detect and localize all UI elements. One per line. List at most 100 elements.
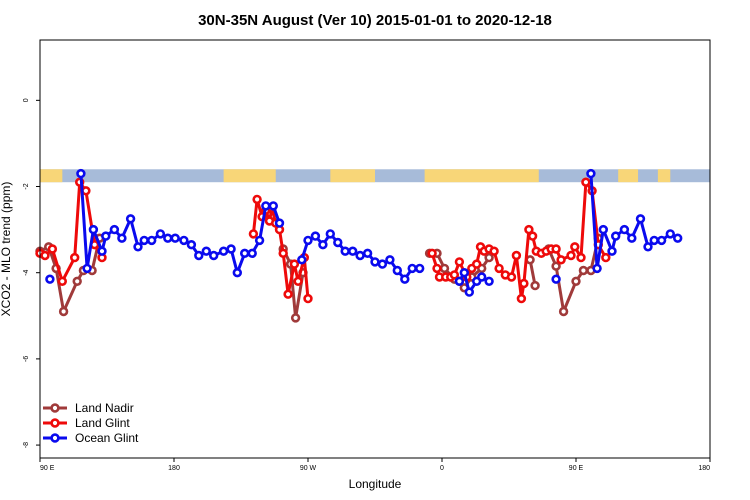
- data-point: [477, 272, 487, 282]
- data-point: [454, 276, 465, 286]
- data-point: [109, 224, 120, 235]
- data-point: [484, 252, 494, 263]
- data-point: [232, 268, 243, 278]
- legend-label: Land Nadir: [75, 401, 134, 415]
- legend-label: Land Glint: [75, 416, 130, 430]
- land-band-segment-2: [330, 169, 375, 183]
- data-point: [578, 265, 589, 276]
- data-point: [117, 233, 127, 243]
- land-band-segment-0: [40, 169, 63, 183]
- data-point: [76, 168, 86, 179]
- data-point: [97, 246, 107, 256]
- data-point: [598, 224, 608, 235]
- x-axis: 90 E 180 90 W 0 90 E 180: [39, 458, 711, 472]
- data-point: [170, 233, 180, 243]
- data-point: [283, 289, 293, 299]
- data-point: [69, 252, 80, 263]
- data-point: [494, 263, 504, 274]
- data-point: [252, 194, 262, 205]
- data-point: [551, 261, 561, 271]
- data-point: [586, 168, 596, 179]
- data-point: [248, 229, 259, 239]
- data-point: [370, 257, 380, 267]
- data-point: [186, 240, 197, 250]
- data-point: [40, 250, 50, 261]
- data-point: [218, 246, 229, 256]
- data-point: [439, 263, 450, 274]
- land-band-segment-1: [223, 169, 276, 183]
- data-point: [643, 242, 653, 252]
- data-point: [290, 313, 301, 323]
- data-point: [254, 235, 265, 246]
- data-point: [427, 248, 437, 259]
- data-point: [57, 276, 67, 286]
- legend-label: Ocean Glint: [75, 431, 139, 445]
- data-point: [297, 255, 307, 265]
- data-point: [649, 235, 659, 246]
- data-point: [88, 224, 99, 235]
- legend-swatch-marker: [50, 433, 60, 443]
- data-point: [576, 252, 586, 263]
- x-tick-label: 180: [168, 465, 180, 472]
- x-tick-label: 0: [440, 465, 444, 472]
- data-point: [139, 235, 149, 246]
- data-point: [407, 263, 417, 274]
- data-point: [516, 293, 527, 304]
- data-point: [340, 246, 350, 256]
- data-point: [82, 263, 92, 274]
- x-tick-label: 90 W: [300, 465, 317, 472]
- data-point: [489, 246, 499, 256]
- data-point: [524, 224, 534, 235]
- legend-item-ocean-glint: Ocean Glint: [43, 431, 139, 445]
- land-band-segment-5: [657, 169, 671, 183]
- legend-item-land-nadir: Land Nadir: [43, 401, 134, 415]
- y-axis: 0 -2 -4 -6 -8: [23, 98, 40, 448]
- series-line: [79, 173, 281, 275]
- data-point: [194, 250, 204, 261]
- data-point: [556, 255, 566, 265]
- y-tick-label: -2: [23, 183, 30, 189]
- land-sea-band: [40, 169, 710, 183]
- series-land-nadir: [35, 233, 603, 323]
- y-axis-label: XCO2 - MLO trend (ppm): [0, 182, 13, 317]
- data-point: [400, 274, 410, 284]
- data-point: [581, 177, 591, 187]
- legend-item-land-glint: Land Glint: [43, 416, 130, 430]
- data-point: [333, 237, 343, 248]
- data-point: [392, 265, 402, 276]
- data-point: [635, 214, 646, 224]
- y-tick-label: -6: [23, 356, 30, 362]
- data-point: [58, 306, 69, 317]
- data-point: [665, 229, 675, 239]
- data-point: [464, 287, 474, 297]
- legend-swatch-marker: [50, 403, 60, 413]
- data-point: [303, 293, 313, 304]
- data-point: [656, 235, 667, 246]
- data-point: [506, 272, 517, 282]
- data-point: [274, 218, 285, 228]
- data-point: [610, 231, 621, 241]
- data-point: [472, 259, 482, 269]
- data-point: [209, 250, 219, 261]
- x-tick-label: 90 E: [569, 465, 584, 472]
- data-point: [511, 250, 522, 261]
- data-point: [607, 246, 617, 256]
- data-point: [601, 252, 611, 263]
- data-point: [318, 240, 328, 250]
- data-point: [627, 233, 637, 243]
- data-point: [45, 274, 55, 284]
- x-axis-label: Longitude: [349, 477, 402, 491]
- data-point: [268, 201, 278, 211]
- data-point: [240, 248, 250, 259]
- plot-frame: [39, 39, 711, 459]
- data-point: [72, 276, 82, 286]
- data-point: [201, 246, 212, 256]
- series-line: [281, 248, 305, 320]
- data-point: [558, 306, 569, 317]
- data-point: [163, 233, 173, 243]
- land-band-segment-3: [424, 169, 539, 183]
- data-point: [325, 229, 335, 239]
- data-point: [101, 231, 111, 241]
- data-point: [385, 255, 395, 265]
